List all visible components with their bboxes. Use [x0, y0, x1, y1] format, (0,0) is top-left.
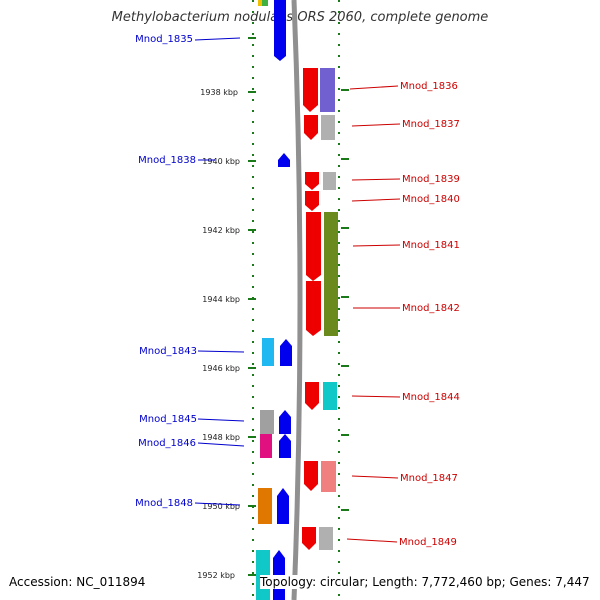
gene-mnod-1846-b[interactable] — [279, 434, 291, 458]
right-leader-lines — [346, 85, 401, 543]
kbp-tick-marks — [248, 37, 349, 576]
gene-mnod-1844-b[interactable] — [323, 382, 337, 410]
gene-mnod-1847-a[interactable] — [304, 461, 318, 491]
kbp-label: 1942 kbp — [202, 226, 240, 235]
gene-label-mnod-1844[interactable]: Mnod_1844 — [402, 392, 460, 403]
gene-mnod-1841-b[interactable] — [324, 212, 338, 336]
gene-mnod-1840[interactable] — [305, 191, 319, 211]
forward-strand-genes — [302, 68, 338, 550]
axis-lines — [252, 0, 340, 600]
gene-mnod-1841-a[interactable] — [306, 212, 321, 281]
gene-mnod-1848-b[interactable] — [277, 488, 289, 524]
gene-top-green[interactable] — [262, 0, 268, 6]
gene-mnod-1844-a[interactable] — [305, 382, 319, 410]
gene-mnod-1843-a[interactable] — [262, 338, 274, 366]
reverse-strand-genes — [256, 0, 292, 600]
genome-backbone — [291, 0, 303, 600]
gene-mnod-1845-b[interactable] — [279, 410, 291, 434]
gene-label-mnod-1839[interactable]: Mnod_1839 — [402, 174, 460, 185]
gene-mnod-1849-a[interactable] — [302, 527, 316, 550]
gene-mnod-1842[interactable] — [306, 281, 321, 336]
gene-label-mnod-1849[interactable]: Mnod_1849 — [399, 537, 457, 548]
gene-mnod-1838[interactable] — [278, 153, 290, 167]
kbp-label: 1940 kbp — [202, 157, 240, 166]
gene-mnod-1843-b[interactable] — [280, 339, 292, 366]
gene-label-mnod-1842[interactable]: Mnod_1842 — [402, 303, 460, 314]
genome-summary: Topology: circular; Length: 7,772,460 bp… — [260, 575, 590, 589]
gene-mnod-1849-b[interactable] — [319, 527, 333, 550]
kbp-label: 1948 kbp — [202, 433, 240, 442]
left-leader-lines — [194, 37, 245, 506]
map-title: Methylobacterium nodulans ORS 2060, comp… — [111, 10, 489, 25]
gene-mnod-1839-a[interactable] — [305, 172, 319, 190]
gene-label-mnod-1841[interactable]: Mnod_1841 — [402, 240, 460, 251]
gene-label-mnod-1836[interactable]: Mnod_1836 — [400, 81, 458, 92]
gene-mnod-1839-b[interactable] — [323, 172, 336, 190]
gene-mnod-1845-a[interactable] — [260, 410, 274, 434]
gene-label-mnod-1840[interactable]: Mnod_1840 — [402, 194, 460, 205]
right-gene-labels: Mnod_1836 Mnod_1837 Mnod_1839 Mnod_1840 … — [399, 81, 460, 548]
gene-label-mnod-1847[interactable]: Mnod_1847 — [400, 473, 458, 484]
kbp-label: 1944 kbp — [202, 295, 240, 304]
kbp-label: 1950 kbp — [202, 502, 240, 511]
gene-mnod-1837-b[interactable] — [321, 115, 335, 140]
kbp-label: 1938 kbp — [200, 88, 238, 97]
gene-label-mnod-1843[interactable]: Mnod_1843 — [139, 346, 197, 357]
gene-mnod-1836-b[interactable] — [320, 68, 335, 112]
gene-mnod-1846-a[interactable] — [260, 434, 272, 458]
kbp-label: 1952 kbp — [197, 571, 235, 580]
gene-mnod-1848-a[interactable] — [258, 488, 272, 524]
gene-label-mnod-1837[interactable]: Mnod_1837 — [402, 119, 460, 130]
gene-mnod-1835[interactable] — [274, 0, 286, 61]
gene-label-mnod-1846[interactable]: Mnod_1846 — [138, 438, 196, 449]
left-gene-labels: Mnod_1835 Mnod_1838 Mnod_1843 Mnod_1845 … — [135, 34, 197, 509]
gene-label-mnod-1838[interactable]: Mnod_1838 — [138, 155, 196, 166]
gene-label-mnod-1845[interactable]: Mnod_1845 — [139, 414, 197, 425]
kbp-labels: 1938 kbp 1940 kbp 1942 kbp 1944 kbp 1946… — [197, 88, 240, 580]
gene-mnod-1847-b[interactable] — [321, 461, 336, 492]
accession-label: Accession: NC_011894 — [9, 575, 146, 589]
gene-label-mnod-1835[interactable]: Mnod_1835 — [135, 34, 193, 45]
gene-mnod-1836-a[interactable] — [303, 68, 318, 112]
gene-top-yellow[interactable] — [258, 0, 262, 6]
gene-mnod-1837-a[interactable] — [304, 115, 318, 140]
gene-label-mnod-1848[interactable]: Mnod_1848 — [135, 498, 193, 509]
kbp-label: 1946 kbp — [202, 364, 240, 373]
